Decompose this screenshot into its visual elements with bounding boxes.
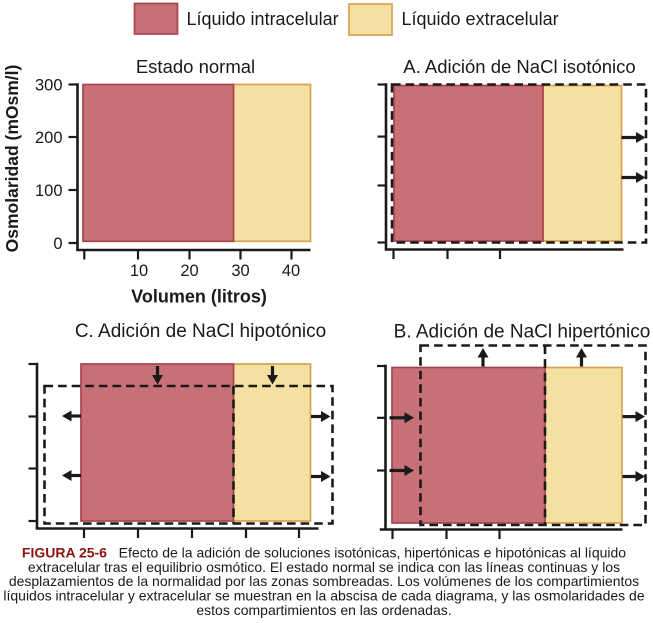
svg-text:desplazamientos de la normalid: desplazamientos de la normalidad por las… bbox=[9, 573, 639, 589]
svg-text:30: 30 bbox=[231, 262, 249, 280]
svg-text:estos compartimientos en las o: estos compartimientos en las ordenadas. bbox=[196, 602, 451, 618]
svg-text:extracelular tras el equilibri: extracelular tras el equilibrio osmótico… bbox=[28, 559, 620, 575]
svg-text:A. Adición de NaCl isotónico: A. Adición de NaCl isotónico bbox=[403, 56, 635, 77]
svg-text:200: 200 bbox=[35, 129, 63, 147]
svg-text:FIGURA 25-6 Efecto de la adi: FIGURA 25-6 Efecto de la adición de solu… bbox=[22, 545, 626, 561]
svg-text:Volumen (litros): Volumen (litros) bbox=[131, 287, 267, 307]
svg-text:Estado normal: Estado normal bbox=[136, 56, 255, 77]
svg-text:líquidos intracelular y extrac: líquidos intracelular y extracelular se … bbox=[3, 588, 644, 604]
svg-text:20: 20 bbox=[180, 262, 198, 280]
svg-text:40: 40 bbox=[282, 262, 300, 280]
svg-text:300: 300 bbox=[35, 76, 63, 94]
svg-text:10: 10 bbox=[130, 262, 148, 280]
svg-text:Líquido intracelular: Líquido intracelular bbox=[187, 9, 339, 29]
svg-text:Líquido extracelular: Líquido extracelular bbox=[402, 9, 559, 29]
svg-text:C. Adición de NaCl hipotónico: C. Adición de NaCl hipotónico bbox=[75, 321, 326, 342]
svg-text:0: 0 bbox=[53, 235, 62, 253]
svg-text:B. Adición de NaCl hipertónico: B. Adición de NaCl hipertónico bbox=[394, 322, 651, 343]
svg-text:100: 100 bbox=[35, 182, 63, 200]
svg-text:Osmolaridad (mOsm/l): Osmolaridad (mOsm/l) bbox=[2, 65, 22, 253]
